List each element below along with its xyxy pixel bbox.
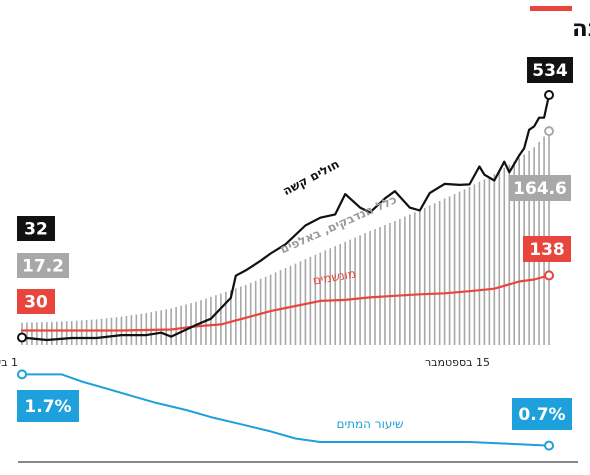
ventilated-start-badge-text: 30 — [24, 293, 48, 313]
total-end-badge-bg — [509, 175, 571, 201]
mortality-end-badge-bg — [512, 398, 572, 430]
mortality-series-label: שיעור המתים — [336, 417, 403, 431]
critical-end-marker — [544, 90, 555, 101]
total-end-badge: 164.6 — [509, 175, 571, 201]
critical-start-badge: 32 — [17, 216, 55, 241]
mortality-end-badge-text: 0.7% — [518, 405, 565, 425]
total-end-badge-text: 164.6 — [513, 179, 567, 199]
total-cases-bars — [21, 131, 550, 345]
ventilated-end-badge-bg — [523, 236, 571, 262]
mortality-end-marker — [544, 440, 555, 451]
ventilated-line — [20, 274, 551, 332]
accent-bar — [530, 6, 572, 11]
total-start-badge-text: 17.2 — [22, 257, 64, 277]
critical-start-badge-text: 32 — [24, 220, 48, 240]
ventilated-end-badge: 138 — [523, 236, 571, 262]
ventilated-start-badge: 30 — [17, 289, 55, 314]
total-start-badge: 17.2 — [17, 253, 69, 278]
total-start-badge-bg — [17, 253, 69, 278]
ventilated-end-marker — [544, 270, 555, 281]
chart-title: החולים הכי קשים של הקורונה — [572, 16, 590, 42]
mortality-start-badge-text: 1.7% — [24, 397, 71, 417]
critical-series-label: חולים קשה — [281, 157, 342, 198]
x-axis-start-label: 1 ביוני — [0, 356, 18, 369]
x-axis-end-label: 15 בספטמבר — [425, 356, 490, 369]
critical-end-badge-bg — [527, 57, 573, 83]
critical-line — [20, 93, 551, 342]
critical-end-badge: 534 — [527, 57, 573, 83]
critical-start-marker — [17, 332, 27, 343]
series-lines — [17, 90, 555, 451]
critical-start-badge-bg — [17, 216, 55, 241]
mortality-start-marker — [17, 369, 27, 380]
mortality-start-badge-bg — [17, 390, 79, 422]
mortality-line — [21, 373, 550, 447]
total-end-marker — [544, 126, 555, 137]
critical-end-badge-text: 534 — [532, 61, 568, 81]
ventilated-end-badge-text: 138 — [529, 240, 565, 260]
mortality-start-badge: 1.7% — [17, 390, 79, 422]
ventilated-start-badge-bg — [17, 289, 55, 314]
total-series-label: כלל הנדבקים, באלפים — [278, 192, 399, 256]
mortality-end-badge: 0.7% — [512, 398, 572, 430]
